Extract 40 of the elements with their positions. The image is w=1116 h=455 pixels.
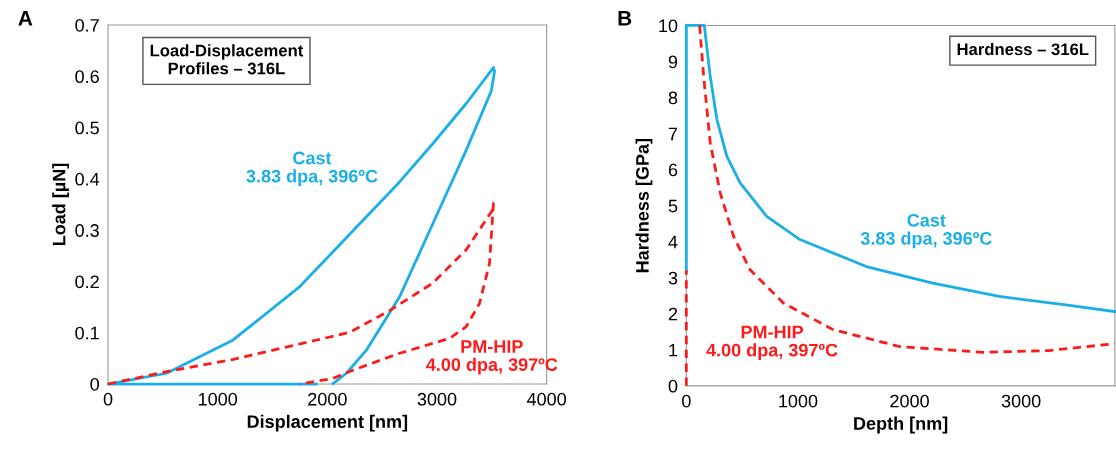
x-axis-title: Depth [nm]	[854, 416, 948, 434]
x-tick-label: 3000	[1001, 394, 1041, 408]
y-tick-label: 0.6	[75, 70, 99, 84]
y-tick-label: 6	[668, 163, 678, 177]
y-tick-label: 0.2	[75, 275, 99, 289]
x-tick-label: 3000	[417, 392, 457, 406]
y-tick-label: 4	[668, 235, 678, 249]
x-tick-label: 1000	[198, 392, 238, 406]
series-label: Cast 3.83 dpa, 396ºC	[246, 151, 378, 187]
y-tick-label: 0	[668, 379, 678, 393]
y-tick-label: 0	[90, 377, 99, 391]
y-tick-label: 10	[659, 19, 678, 33]
series-label: PM-HIP 4.00 dpa, 397ºC	[426, 340, 558, 375]
x-tick-label: 2000	[890, 394, 929, 408]
y-tick-label: 1	[669, 343, 678, 357]
y-tick-label: 7	[668, 127, 678, 141]
y-tick-label: 0.1	[75, 326, 99, 340]
y-tick-label: 5	[668, 199, 678, 213]
x-tick-label: 1000	[779, 394, 818, 408]
text: B	[618, 11, 632, 26]
y-tick-label: 3	[668, 271, 678, 285]
y-axis-title: Hardness [GPa]	[635, 138, 653, 273]
y-tick-label: 0.7	[75, 18, 99, 32]
y-tick-label: 0.4	[75, 172, 100, 186]
x-tick-label: 0	[682, 394, 691, 408]
x-axis-title: Displacement [nm]	[247, 414, 408, 432]
y-tick-label: 8	[668, 91, 678, 105]
text: A	[18, 11, 33, 26]
series-label: PM-HIP 4.00 dpa, 397ºC	[706, 325, 838, 361]
series-label: Cast 3.83 dpa, 396ºC	[860, 213, 992, 249]
text: Load-Displacement Profiles – 316L	[150, 44, 304, 75]
y-tick-label: 0.3	[75, 224, 99, 237]
x-tick-label: 2000	[308, 392, 347, 406]
y-axis-title: Load [µN]	[52, 163, 70, 246]
text: Hardness – 316L	[957, 42, 1089, 56]
y-tick-label: 9	[668, 55, 678, 69]
x-tick-label: 0	[103, 392, 113, 406]
y-tick-label: 0.5	[75, 121, 99, 135]
x-tick-label: 4000	[526, 392, 566, 406]
y-tick-label: 2	[668, 307, 678, 321]
